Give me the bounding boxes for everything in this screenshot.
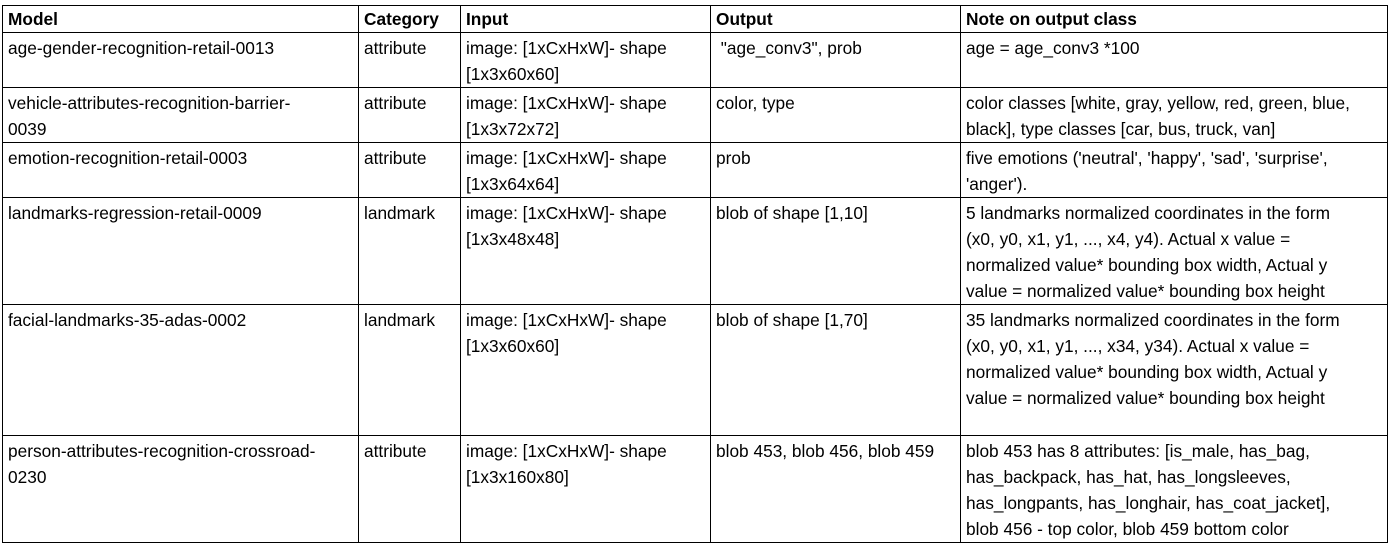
- cell-category: attribute: [358, 32, 461, 88]
- cell-line: color, type: [716, 93, 795, 113]
- cell-line: value = normalized value* bounding box h…: [966, 388, 1325, 408]
- table-row: landmarks-regression-retail-0009 landmar…: [2, 197, 1388, 305]
- cell-output: blob of shape [1,10]: [710, 197, 961, 305]
- cell-line: 0230: [8, 467, 47, 487]
- cell-line: 0039: [8, 119, 47, 139]
- cell-line: 5 landmarks normalized coordinates in th…: [966, 203, 1331, 223]
- cell-line: image: [1xCxHxW]- shape: [466, 148, 667, 168]
- cell-category: attribute: [358, 142, 461, 198]
- cell-line: image: [1xCxHxW]- shape: [466, 310, 667, 330]
- cell-line: value = normalized value* bounding box h…: [966, 281, 1325, 301]
- cell-line: image: [1xCxHxW]- shape: [466, 93, 667, 113]
- cell-line: image: [1xCxHxW]- shape: [466, 38, 667, 58]
- cell-line: prob: [716, 148, 751, 168]
- cell-input: image: [1xCxHxW]- shape [1x3x60x60]: [460, 304, 711, 436]
- cell-note: blob 453 has 8 attributes: [is_male, has…: [960, 435, 1388, 543]
- cell-line: [1x3x160x80]: [466, 467, 569, 487]
- cell-model: person-attributes-recognition-crossroad-…: [2, 435, 359, 543]
- cell-line: blob 453 has 8 attributes: [is_male, has…: [966, 441, 1310, 461]
- cell-note: 5 landmarks normalized coordinates in th…: [960, 197, 1388, 305]
- cell-line: five emotions ('neutral', 'happy', 'sad'…: [966, 148, 1328, 168]
- cell-line: vehicle-attributes-recognition-barrier-: [8, 93, 291, 113]
- cell-input: image: [1xCxHxW]- shape [1x3x48x48]: [460, 197, 711, 305]
- cell-line: age-gender-recognition-retail-0013: [8, 38, 275, 58]
- cell-note: color classes [white, gray, yellow, red,…: [960, 87, 1388, 143]
- cell-output: prob: [710, 142, 961, 198]
- cell-line: normalized value* bounding box width, Ac…: [966, 362, 1328, 382]
- cell-line: 35 landmarks normalized coordinates in t…: [966, 310, 1340, 330]
- cell-line: [1x3x64x64]: [466, 174, 560, 194]
- cell-input: image: [1xCxHxW]- shape [1x3x64x64]: [460, 142, 711, 198]
- models-table: Model Category Input Output Note on outp…: [2, 5, 1388, 543]
- cell-line: image: [1xCxHxW]- shape: [466, 441, 667, 461]
- cell-line: blob 456 - top color, blob 459 bottom co…: [966, 519, 1289, 539]
- cell-line: has_longpants, has_longhair, has_coat_ja…: [966, 493, 1331, 513]
- header-category: Category: [358, 5, 461, 33]
- cell-line: (x0, y0, x1, y1, ..., x4, y4). Actual x …: [966, 229, 1291, 249]
- header-model: Model: [2, 5, 359, 33]
- cell-line: 'anger').: [966, 174, 1028, 194]
- cell-line: facial-landmarks-35-adas-0002: [8, 310, 247, 330]
- cell-note: age = age_conv3 *100: [960, 32, 1388, 88]
- header-output: Output: [710, 5, 961, 33]
- cell-note: 35 landmarks normalized coordinates in t…: [960, 304, 1388, 436]
- header-input: Input: [460, 5, 711, 33]
- cell-line: landmarks-regression-retail-0009: [8, 203, 262, 223]
- header-note: Note on output class: [960, 5, 1388, 33]
- cell-model: landmarks-regression-retail-0009: [2, 197, 359, 305]
- cell-model: age-gender-recognition-retail-0013: [2, 32, 359, 88]
- cell-input: image: [1xCxHxW]- shape [1x3x72x72]: [460, 87, 711, 143]
- cell-model: vehicle-attributes-recognition-barrier- …: [2, 87, 359, 143]
- cell-line: age = age_conv3 *100: [966, 38, 1140, 58]
- table-header-row: Model Category Input Output Note on outp…: [2, 5, 1388, 33]
- table-row: emotion-recognition-retail-0003 attribut…: [2, 142, 1388, 198]
- cell-line: emotion-recognition-retail-0003: [8, 148, 248, 168]
- table-row: vehicle-attributes-recognition-barrier- …: [2, 87, 1388, 143]
- cell-output: color, type: [710, 87, 961, 143]
- table-row: facial-landmarks-35-adas-0002 landmark i…: [2, 304, 1388, 436]
- cell-line: image: [1xCxHxW]- shape: [466, 203, 667, 223]
- cell-line: has_backpack, has_hat, has_longsleeves,: [966, 467, 1291, 487]
- cell-category: attribute: [358, 435, 461, 543]
- cell-line: blob of shape [1,10]: [716, 203, 868, 223]
- cell-category: attribute: [358, 87, 461, 143]
- cell-input: image: [1xCxHxW]- shape [1x3x60x60]: [460, 32, 711, 88]
- cell-output: blob 453, blob 456, blob 459: [710, 435, 961, 543]
- cell-line: "age_conv3", prob: [716, 38, 862, 58]
- cell-line: [1x3x72x72]: [466, 119, 560, 139]
- cell-output: "age_conv3", prob: [710, 32, 961, 88]
- cell-line: [1x3x48x48]: [466, 229, 560, 249]
- table-row: person-attributes-recognition-crossroad-…: [2, 435, 1388, 543]
- table-row: age-gender-recognition-retail-0013 attri…: [2, 32, 1388, 88]
- cell-line: blob of shape [1,70]: [716, 310, 868, 330]
- cell-model: emotion-recognition-retail-0003: [2, 142, 359, 198]
- cell-output: blob of shape [1,70]: [710, 304, 961, 436]
- cell-input: image: [1xCxHxW]- shape [1x3x160x80]: [460, 435, 711, 543]
- cell-line: normalized value* bounding box width, Ac…: [966, 255, 1328, 275]
- cell-category: landmark: [358, 197, 461, 305]
- cell-line: blob 453, blob 456, blob 459: [716, 441, 935, 461]
- cell-line: black], type classes [car, bus, truck, v…: [966, 119, 1276, 139]
- cell-note: five emotions ('neutral', 'happy', 'sad'…: [960, 142, 1388, 198]
- cell-model: facial-landmarks-35-adas-0002: [2, 304, 359, 436]
- cell-line: [1x3x60x60]: [466, 336, 560, 356]
- cell-line: color classes [white, gray, yellow, red,…: [966, 93, 1350, 113]
- cell-category: landmark: [358, 304, 461, 436]
- cell-line: person-attributes-recognition-crossroad-: [8, 441, 316, 461]
- cell-line: [1x3x60x60]: [466, 64, 560, 84]
- cell-line: (x0, y0, x1, y1, ..., x34, y34). Actual …: [966, 336, 1310, 356]
